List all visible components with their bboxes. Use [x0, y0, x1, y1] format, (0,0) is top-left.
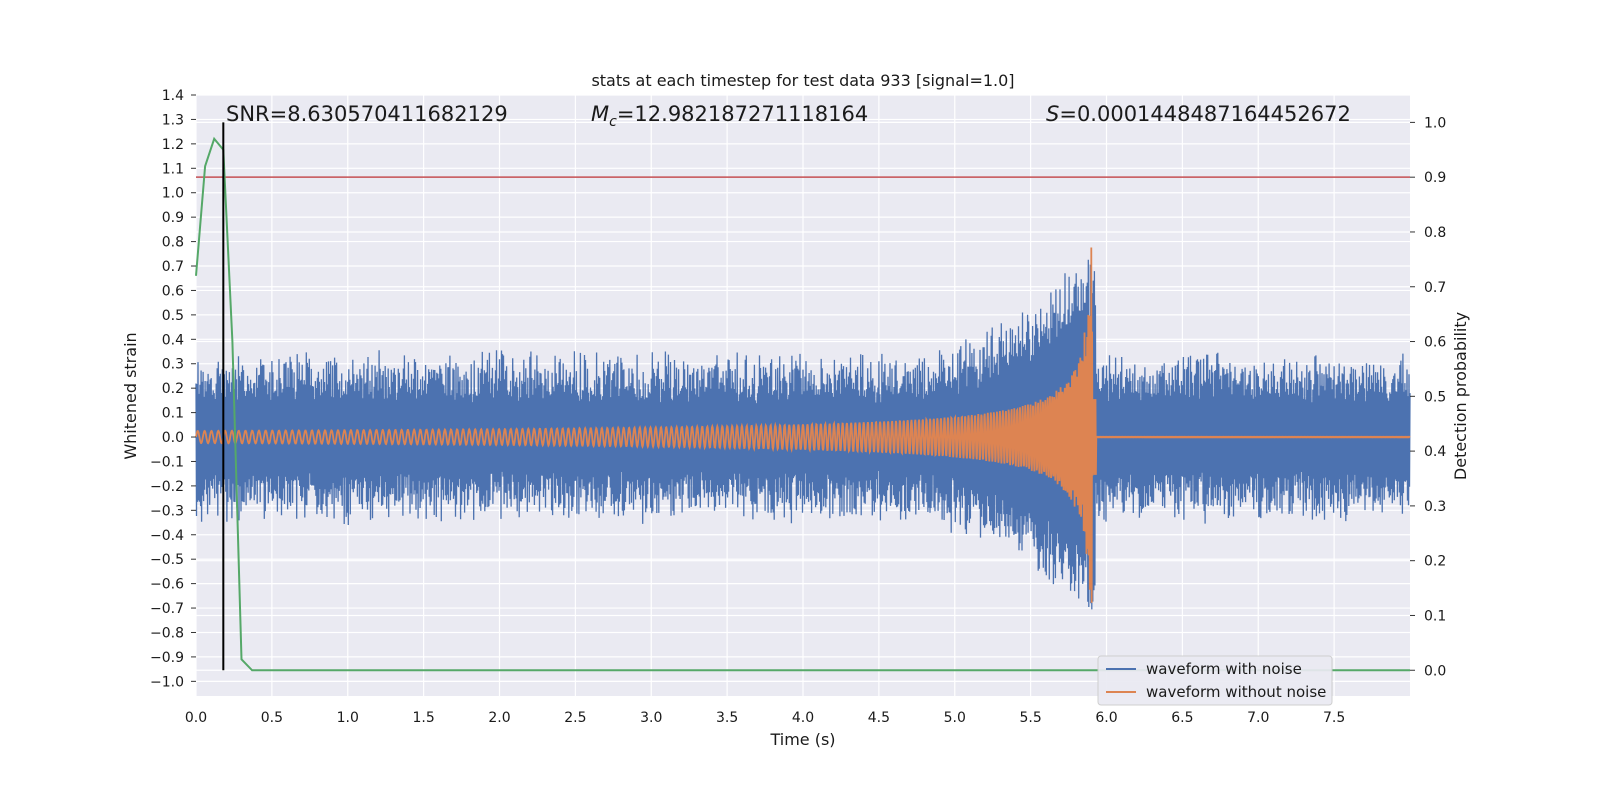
y2-tick-label: 0.4: [1424, 444, 1446, 460]
legend-label-signal: waveform without noise: [1146, 683, 1326, 701]
y-tick-label: 0.5: [162, 308, 184, 324]
y-tick-label: 1.4: [162, 88, 184, 104]
x-tick-label: 4.5: [868, 710, 890, 726]
data-layer: [195, 122, 1411, 672]
y2-tick-label: 0.1: [1424, 608, 1446, 624]
y-tick-label: −0.5: [150, 552, 184, 568]
s-symbol: S: [1046, 102, 1059, 126]
y2-tick-label: 0.0: [1424, 663, 1446, 679]
y-tick-label: 0.9: [162, 210, 184, 226]
y-axis-label: Whitened strain: [121, 332, 140, 459]
x-tick-label: 2.5: [564, 710, 586, 726]
legend: waveform with noise waveform without noi…: [1097, 655, 1333, 706]
x-tick-label: 4.0: [792, 710, 814, 726]
y-tick-label: 0.0: [162, 430, 184, 446]
y-tick-label: −0.3: [150, 503, 184, 519]
y2-axis-label: Detection probability: [1451, 312, 1470, 480]
y2-tick-label: 1.0: [1424, 115, 1446, 131]
y-tick-label: −0.8: [150, 625, 184, 641]
y2-tick-label: 0.6: [1424, 335, 1446, 351]
x-tick-label: 5.5: [1019, 710, 1041, 726]
y-tick-label: 0.2: [162, 381, 184, 397]
y2-tick-label: 0.8: [1424, 225, 1446, 241]
series-detection-probability: [195, 136, 1410, 672]
y-tick-label: 1.3: [162, 112, 184, 128]
y-tick-label: −0.6: [150, 577, 184, 593]
y2-tick-label: 0.5: [1424, 389, 1446, 405]
y2-tick-label: 0.9: [1424, 170, 1446, 186]
y-tick-label: 0.6: [162, 283, 184, 299]
x-tick-label: 7.5: [1323, 710, 1345, 726]
legend-box: [1097, 655, 1333, 706]
x-tick-label: 0.0: [185, 710, 207, 726]
y-tick-label: 0.7: [162, 259, 184, 275]
x-tick-label: 5.0: [944, 710, 966, 726]
y2-tick-label: 0.7: [1424, 280, 1446, 296]
chirp-mass-symbol: M: [591, 102, 609, 126]
axes: 0.0 0.5 1.0 1.5 2.0 2.5 3.0 3.5 4.0 4.5 5.0 5.5 6.0 6…: [150, 88, 1446, 726]
chirp-mass-annotation: Mc=12.982187271118164: [591, 102, 868, 130]
y-tick-label: 1.0: [162, 186, 184, 202]
x-tick-label: 0.5: [261, 710, 283, 726]
snr-annotation: SNR=8.630570411682129: [226, 102, 508, 126]
x-tick-label: 3.0: [640, 710, 662, 726]
y-tick-label: 0.3: [162, 357, 184, 373]
x-tick-label: 2.0: [488, 710, 510, 726]
y-tick-label: −0.9: [150, 650, 184, 666]
y-tick-label: −0.1: [150, 454, 184, 470]
series-waveform-with-noise: [195, 259, 1411, 610]
y2-tick-label: 0.3: [1424, 499, 1446, 515]
legend-label-noise: waveform with noise: [1146, 660, 1302, 678]
y-tick-label: 0.1: [162, 406, 184, 422]
x-tick-label: 1.5: [412, 710, 434, 726]
x-tick-label: 6.5: [1171, 710, 1193, 726]
chirp-mass-subscript: c: [609, 114, 617, 130]
s-annotation: S=0.0001448487164452672: [1046, 102, 1351, 126]
y-tick-label: 1.1: [162, 161, 184, 177]
chirp-mass-value: =12.982187271118164: [617, 102, 868, 126]
x-tick-label: 7.0: [1247, 710, 1269, 726]
chart-title: stats at each timestep for test data 933…: [591, 71, 1014, 90]
y-tick-label: −0.7: [150, 601, 184, 617]
series-waveform-without-noise: [195, 247, 1411, 603]
x-tick-label: 6.0: [1095, 710, 1117, 726]
x-axis-label: Time (s): [769, 730, 835, 749]
x-tick-label: 3.5: [716, 710, 738, 726]
y-tick-label: 1.2: [162, 137, 184, 153]
y-tick-label: −0.4: [150, 528, 184, 544]
y2-tick-label: 0.2: [1424, 554, 1446, 570]
s-value: =0.0001448487164452672: [1059, 102, 1351, 126]
x-tick-label: 1.0: [337, 710, 359, 726]
y-tick-label: −0.2: [150, 479, 184, 495]
y-tick-label: 0.4: [162, 332, 184, 348]
y-tick-label: −1.0: [150, 674, 184, 690]
y-tick-label: 0.8: [162, 235, 184, 251]
